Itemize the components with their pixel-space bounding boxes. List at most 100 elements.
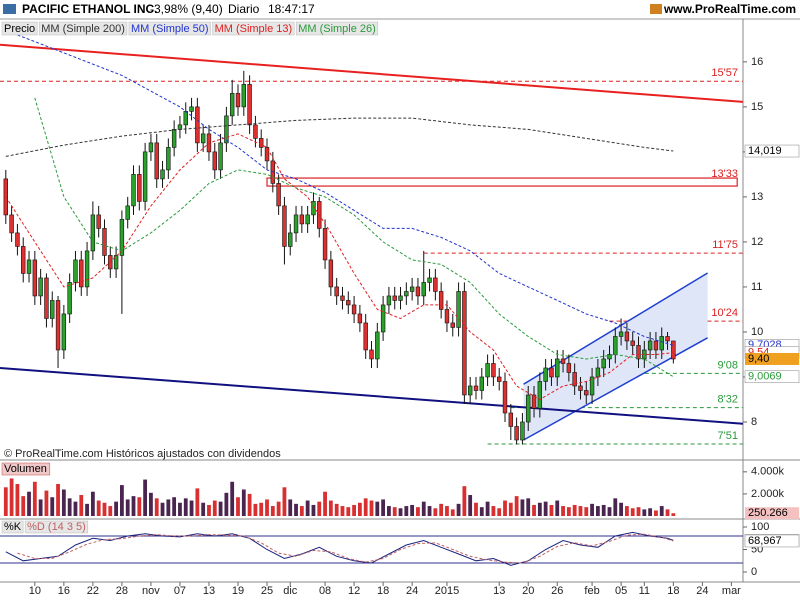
x-tick-label: 11 bbox=[639, 585, 650, 597]
plot-area bbox=[0, 531, 743, 566]
x-tick-label: 18 bbox=[377, 585, 389, 597]
candle-body bbox=[32, 259, 38, 297]
axis-marker-label: 250.266 bbox=[748, 507, 788, 519]
volume-bar bbox=[532, 504, 536, 516]
candle-body bbox=[79, 259, 84, 288]
volume-bar bbox=[50, 497, 55, 516]
y-tick-label: 12 bbox=[751, 236, 763, 248]
candle-body bbox=[50, 300, 55, 319]
candle-body bbox=[537, 381, 543, 409]
candle-body bbox=[61, 313, 67, 351]
volume-bar bbox=[125, 499, 130, 516]
candle-body bbox=[572, 372, 577, 387]
candle-body bbox=[375, 331, 380, 360]
volume-bar bbox=[671, 513, 676, 516]
candle-body bbox=[334, 286, 339, 297]
candle-body bbox=[514, 426, 519, 441]
candle-body bbox=[415, 286, 421, 297]
candle-body bbox=[531, 394, 537, 409]
level-label: 9'08 bbox=[718, 359, 738, 371]
ma-line bbox=[5, 531, 674, 566]
x-tick-label: 26 bbox=[551, 585, 563, 597]
candle-body bbox=[299, 214, 305, 225]
x-tick-label: 13 bbox=[203, 585, 215, 597]
volume-bar bbox=[485, 501, 490, 516]
volume-bar bbox=[404, 506, 409, 516]
candle-body bbox=[438, 291, 444, 310]
candle-body bbox=[247, 84, 252, 126]
candle-body bbox=[212, 151, 217, 171]
header-bar bbox=[0, 0, 800, 18]
volume-bar bbox=[294, 503, 298, 516]
candle-body bbox=[392, 295, 397, 301]
volume-bar bbox=[636, 507, 641, 516]
candle-body bbox=[520, 421, 525, 441]
volume-bar bbox=[392, 507, 397, 516]
x-tick-label: 13 bbox=[493, 585, 505, 597]
level-label: 13'33 bbox=[711, 168, 738, 180]
x-tick-label: 07 bbox=[174, 585, 186, 597]
candle-body bbox=[9, 214, 14, 234]
candle-body bbox=[282, 205, 287, 247]
candle-body bbox=[148, 142, 154, 153]
y-tick-label: 4.000k bbox=[751, 466, 785, 478]
legend-entry: %D (14 3 5) bbox=[27, 521, 86, 533]
candle-body bbox=[357, 313, 363, 324]
volume-bar bbox=[305, 500, 310, 516]
candle-body bbox=[44, 277, 49, 319]
legend-box bbox=[1, 520, 24, 534]
level-label: 15'57 bbox=[711, 67, 738, 79]
candle-body bbox=[102, 228, 107, 256]
volume-bar bbox=[230, 481, 235, 516]
volume-bar bbox=[520, 499, 525, 516]
settings-icon[interactable] bbox=[650, 4, 662, 14]
candle-body bbox=[73, 259, 78, 283]
menu-icon[interactable] bbox=[3, 4, 16, 14]
x-tick-label: 12 bbox=[348, 585, 360, 597]
volume-bar bbox=[387, 506, 391, 516]
volume-bar bbox=[607, 507, 612, 516]
volume-bar bbox=[131, 496, 136, 516]
volume-bar bbox=[299, 506, 304, 516]
legend-entry: MM (Simple 50) bbox=[131, 23, 209, 35]
volume-bar bbox=[137, 497, 142, 516]
volume-bar bbox=[67, 498, 72, 516]
candle-body bbox=[624, 331, 630, 342]
candle-body bbox=[473, 385, 479, 391]
x-tick-label: 25 bbox=[261, 585, 273, 597]
candle-body bbox=[398, 295, 403, 301]
candle-body bbox=[433, 277, 438, 292]
y-tick-label: 100 bbox=[751, 521, 769, 533]
volume-bar bbox=[427, 506, 432, 516]
legend-entry: MM (Simple 13) bbox=[215, 23, 293, 35]
channel-line bbox=[523, 337, 708, 441]
trendline bbox=[0, 366, 743, 425]
volume-bar bbox=[381, 499, 386, 516]
y-tick-label: 0 bbox=[751, 566, 757, 578]
plot-area bbox=[3, 478, 676, 516]
volume-bar bbox=[514, 496, 519, 516]
y-tick-label: 15 bbox=[751, 101, 763, 113]
volume-bar bbox=[21, 496, 26, 516]
volume-bar bbox=[172, 497, 177, 516]
volume-bar bbox=[212, 500, 217, 516]
candle-body bbox=[566, 363, 572, 373]
volume-bar bbox=[642, 509, 647, 516]
volume-bar bbox=[90, 491, 95, 516]
x-tick-label: 10 bbox=[29, 585, 41, 597]
candle-body bbox=[456, 291, 461, 328]
candle-body bbox=[183, 111, 188, 126]
volume-bar bbox=[456, 503, 461, 516]
volume-bar bbox=[334, 503, 339, 516]
volume-bar bbox=[270, 506, 275, 516]
candle-body bbox=[647, 340, 653, 351]
symbol: PACIFIC ETHANOL INC. bbox=[22, 2, 158, 16]
panel-title: Volumen bbox=[4, 463, 47, 475]
volume-bar bbox=[32, 481, 37, 516]
candle-body bbox=[241, 84, 246, 108]
volume-bar bbox=[537, 502, 542, 516]
candle-body bbox=[508, 412, 514, 427]
legend-box bbox=[212, 21, 295, 36]
volume-bar bbox=[648, 508, 653, 516]
